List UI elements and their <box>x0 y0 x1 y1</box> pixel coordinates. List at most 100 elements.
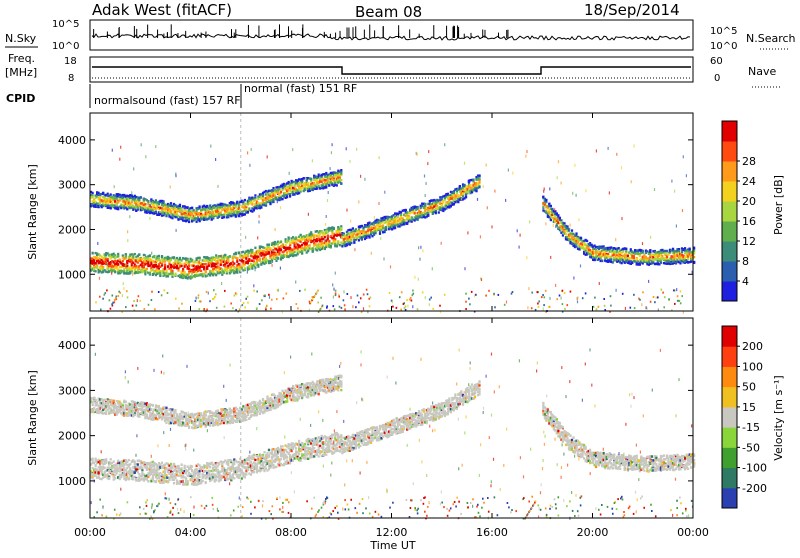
noise-cell <box>358 301 360 303</box>
data-cell <box>575 245 577 247</box>
freq-tick-top: 18 <box>64 56 77 67</box>
data-cell <box>119 259 121 261</box>
noise-cell <box>562 303 564 305</box>
data-cell <box>200 270 202 272</box>
noise-cell <box>230 303 232 305</box>
data-cell <box>144 273 146 275</box>
noise-tick-left-bottom: 10^0 <box>52 41 79 52</box>
data-cell <box>414 212 416 214</box>
data-cell <box>285 244 287 246</box>
noise-cell <box>127 296 129 298</box>
data-cell <box>441 204 443 206</box>
data-cell <box>307 250 309 252</box>
data-cell <box>385 226 387 228</box>
freq-label: Freq. <box>8 52 35 65</box>
data-cell <box>122 254 124 256</box>
data-cell <box>229 255 231 257</box>
noise-cell <box>430 297 432 299</box>
data-cell <box>666 256 668 258</box>
noise-cell <box>494 306 496 308</box>
data-cell <box>161 264 163 266</box>
data-cell <box>208 265 210 267</box>
noise-cell <box>531 292 533 294</box>
data-cell <box>212 271 214 273</box>
noise-cell <box>206 309 208 311</box>
noise-cell <box>537 303 539 305</box>
data-cell <box>548 203 550 205</box>
data-cell <box>95 270 97 272</box>
data-cell <box>478 181 480 183</box>
data-cell <box>277 257 279 259</box>
noise-cell <box>297 307 299 309</box>
data-cell <box>159 275 161 277</box>
data-cell <box>350 242 352 244</box>
data-cell <box>153 255 155 257</box>
data-cell <box>199 205 201 207</box>
cpid-program-2: normal (fast) 151 RF <box>244 82 357 95</box>
data-cell <box>117 255 119 257</box>
data-cell <box>660 262 662 264</box>
data-cell <box>161 256 163 258</box>
noise-cell <box>158 291 160 293</box>
noise-cell <box>594 297 596 299</box>
noise-cell <box>465 308 467 310</box>
data-cell <box>340 171 342 173</box>
data-cell <box>642 251 644 253</box>
data-cell <box>188 265 190 267</box>
data-cell <box>147 261 149 263</box>
noise-cell <box>99 296 101 298</box>
noise-cell <box>399 296 401 298</box>
data-cell <box>254 194 256 196</box>
noise-cell <box>680 290 682 292</box>
data-cell <box>545 199 547 201</box>
data-cell <box>96 266 98 268</box>
data-cell <box>220 264 222 266</box>
data-cell <box>278 194 280 196</box>
noise-tick-right-bottom: 10^0 <box>710 41 737 52</box>
noise-cell <box>465 293 467 295</box>
data-cell <box>630 248 632 250</box>
data-cell <box>309 244 311 246</box>
noise-cell <box>339 306 341 308</box>
noise-cell <box>405 305 407 307</box>
data-cell <box>125 255 127 257</box>
data-cell <box>181 265 183 267</box>
data-cell <box>417 218 419 220</box>
data-cell <box>453 192 455 194</box>
data-cell <box>170 211 172 213</box>
data-cell <box>205 271 207 273</box>
noise-cell <box>138 295 140 297</box>
data-cell <box>122 260 124 262</box>
data-cell <box>312 250 314 252</box>
noise-cell <box>400 309 402 311</box>
data-cell <box>327 238 329 240</box>
data-cell <box>442 201 444 203</box>
noise-cell <box>604 305 606 307</box>
data-cell <box>144 203 146 205</box>
noise-cell <box>95 301 97 303</box>
noise-cell <box>224 290 226 292</box>
noise-cell <box>681 295 683 297</box>
noise-tick-left-top: 10^5 <box>52 19 79 30</box>
data-cell <box>394 227 396 229</box>
data-cell <box>358 228 360 230</box>
data-cell <box>147 200 149 202</box>
data-cell <box>181 263 183 265</box>
data-cell <box>134 253 136 255</box>
data-cell <box>639 255 641 257</box>
data-cell <box>220 211 222 213</box>
data-cell <box>92 196 94 198</box>
data-cell <box>649 251 651 253</box>
data-cell <box>324 236 326 238</box>
data-cell <box>625 248 627 250</box>
data-cell <box>238 251 240 253</box>
data-cell <box>312 248 314 250</box>
data-cell <box>289 244 291 246</box>
noise-cell <box>178 308 180 310</box>
data-cell <box>107 260 109 262</box>
data-cell <box>310 178 312 180</box>
data-cell <box>251 267 253 269</box>
noise-cell <box>396 307 398 309</box>
noise-cell <box>199 300 201 302</box>
data-cell <box>457 201 459 203</box>
